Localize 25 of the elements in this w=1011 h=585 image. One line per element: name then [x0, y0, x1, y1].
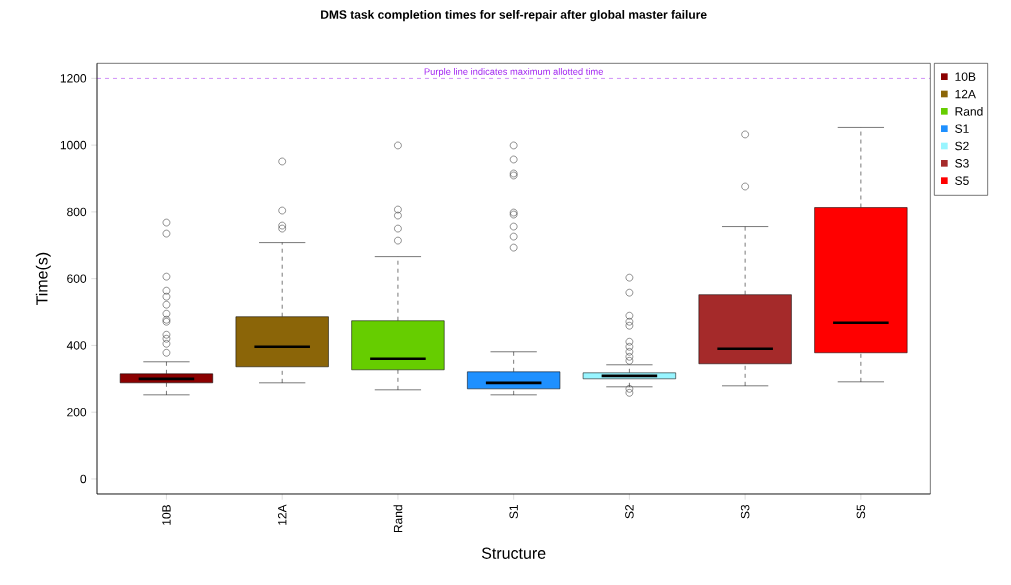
y-tick-label: 200 [67, 407, 87, 417]
chart-title: DMS task completion times for self-repair after global master failure [321, 10, 707, 22]
x-tick-label: 10B [162, 505, 171, 525]
x-tick-label: 12A [277, 504, 287, 525]
y-axis-title: Time(s) [35, 252, 51, 306]
ref-line-label: Purple line indicates maximum allotted time [424, 68, 603, 77]
category-label: S5 [955, 176, 969, 185]
y-tick-label: 800 [67, 207, 87, 217]
y-tick-label: 1000 [60, 140, 87, 150]
category-label: S1 [955, 124, 969, 133]
category-label: Rand [955, 106, 983, 116]
x-tick-label: S5 [856, 504, 866, 519]
x-tick-label: S3 [740, 504, 750, 519]
y-tick-label: 400 [66, 341, 87, 350]
x-tick-label: S1 [509, 504, 518, 519]
category-label: S2 [955, 141, 969, 151]
y-tick-label: 600 [67, 274, 87, 283]
category-label: S3 [955, 159, 969, 168]
y-tick-label: 1200 [60, 74, 87, 83]
y-tick-label: 0 [80, 474, 87, 484]
category-label: 12A [955, 89, 976, 99]
x-axis-title: Structure [481, 547, 546, 559]
x-tick-label: Rand [393, 505, 403, 533]
category-label: 10B [955, 72, 976, 81]
x-tick-label: S2 [625, 505, 634, 519]
